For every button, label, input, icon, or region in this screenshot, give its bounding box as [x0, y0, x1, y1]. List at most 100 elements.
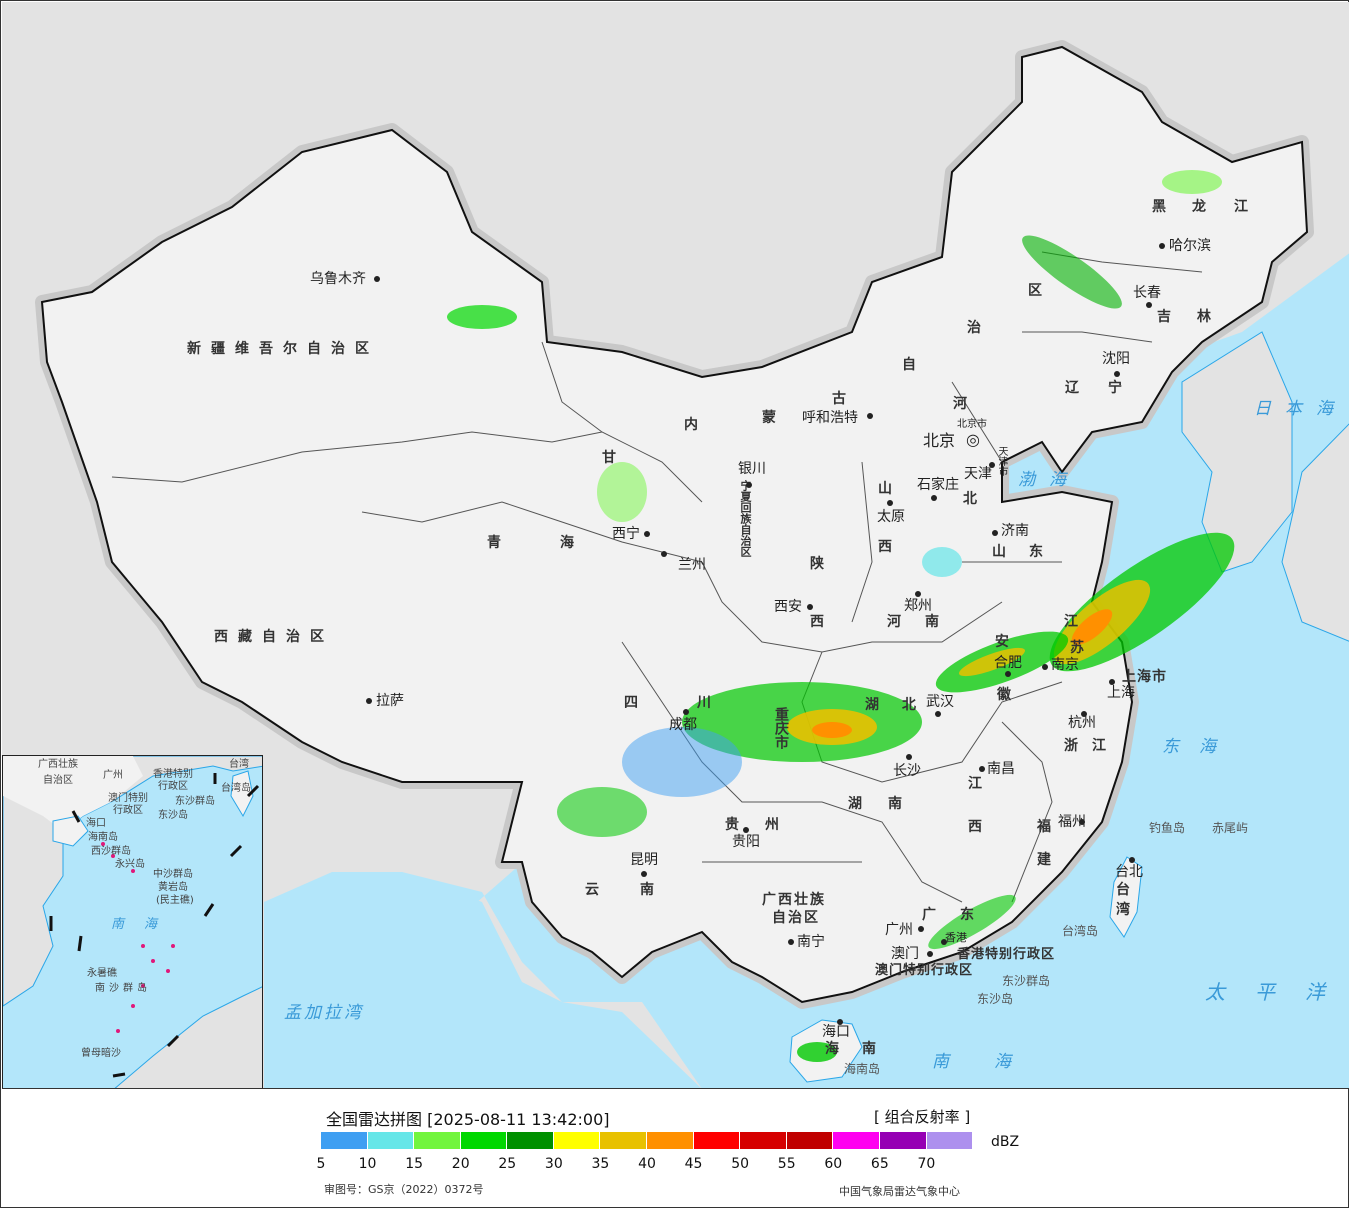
province-label: 浙 — [1064, 738, 1078, 754]
city-label[interactable]: 银川 — [738, 461, 766, 477]
color-swatch — [879, 1132, 927, 1149]
city-label[interactable]: 南宁 — [797, 934, 825, 950]
city-dot — [989, 462, 995, 468]
city-dot — [788, 939, 794, 945]
city-label[interactable]: 太原 — [877, 509, 905, 525]
city-dot — [1005, 671, 1011, 677]
tick-label: 55 — [777, 1156, 796, 1172]
province-label: 四 — [624, 695, 638, 711]
city-label[interactable]: 长沙 — [893, 763, 921, 779]
city-label[interactable]: 石家庄 — [917, 477, 959, 493]
province-label: 上海市 — [1122, 669, 1167, 685]
city-label[interactable]: 武汉 — [926, 694, 954, 710]
province-label: 自治区 — [772, 910, 820, 926]
city-label[interactable]: 澳门 — [891, 946, 919, 962]
city-label[interactable]: 呼和浩特 — [802, 410, 858, 426]
tick-label: 20 — [451, 1156, 470, 1172]
island-label: 海南岛 — [844, 1062, 881, 1076]
province-label: 南 — [925, 614, 939, 630]
city-label[interactable]: 天津市 — [996, 446, 1007, 476]
city-label[interactable]: 福州 — [1058, 814, 1086, 830]
radar-echoes — [447, 170, 1235, 1062]
inset-label: 南沙群岛 — [95, 983, 151, 994]
tick-label: 45 — [684, 1156, 703, 1172]
province-label: 龙 — [1192, 199, 1206, 215]
city-dot — [887, 500, 893, 506]
city-dot — [683, 709, 689, 715]
city-label[interactable]: 杭州 — [1068, 715, 1096, 731]
province-label: 南 — [888, 796, 902, 812]
city-label[interactable]: 北京 — [923, 431, 956, 450]
city-label[interactable]: 昆明 — [630, 852, 658, 868]
city-label[interactable]: 广州 — [885, 922, 913, 938]
city-label[interactable]: 香港 — [945, 931, 967, 944]
city-label[interactable]: 兰州 — [678, 557, 706, 573]
city-label[interactable]: 南京 — [1051, 657, 1079, 673]
province-label: 区 — [1028, 283, 1042, 299]
city-label[interactable]: 合肥 — [994, 655, 1022, 671]
city-dot — [366, 698, 372, 704]
province-label: 西 — [878, 539, 892, 555]
color-swatch — [740, 1132, 787, 1149]
china-land — [40, 45, 1309, 1004]
province-label: 河 — [953, 396, 967, 412]
city-dot — [746, 482, 752, 488]
city-label[interactable]: 海口 — [822, 1024, 850, 1040]
province-label: 黑 — [1152, 199, 1166, 215]
city-label[interactable]: 郑州 — [904, 598, 932, 614]
city-dot — [837, 1019, 843, 1025]
province-label: 宁夏回族自治区 — [739, 480, 752, 557]
city-label[interactable]: 成都 — [669, 717, 697, 733]
city-label[interactable]: 长春 — [1133, 285, 1161, 301]
color-swatch — [507, 1132, 554, 1149]
city-label[interactable]: 天津 — [964, 466, 992, 482]
tick-label: 40 — [638, 1156, 656, 1172]
city-label[interactable]: 哈尔滨 — [1169, 238, 1211, 254]
province-label: 东 — [960, 907, 974, 923]
city-label[interactable]: 拉萨 — [376, 693, 404, 709]
inset-label: 东沙岛 — [158, 810, 188, 821]
inset-label: 海口 — [86, 818, 106, 829]
province-label: 广 — [922, 907, 936, 923]
city-dot — [1129, 857, 1135, 863]
tick-label: 15 — [405, 1156, 424, 1172]
island-label: 赤尾屿 — [1212, 821, 1249, 835]
inset-label: 海南岛 — [88, 832, 118, 843]
city-dot — [931, 495, 937, 501]
city-label[interactable]: 北京市 — [957, 419, 987, 430]
radar-map[interactable]: 新疆维吾尔自治区 西藏自治区 青 海 甘 内 蒙 古 自 治 区 黑 龙 江 吉… — [2, 2, 1349, 1089]
city-label[interactable]: 沈阳 — [1102, 351, 1130, 367]
province-label: 湾 — [1116, 902, 1130, 918]
city-dot — [641, 871, 647, 877]
city-label[interactable]: 西宁 — [612, 526, 640, 542]
province-label: 苏 — [1070, 640, 1084, 656]
province-label: 州 — [765, 817, 779, 833]
korea-land — [1181, 331, 1293, 573]
city-dot — [807, 604, 813, 610]
city-label[interactable]: 贵阳 — [732, 834, 760, 850]
city-label[interactable]: 台北 — [1115, 864, 1143, 880]
province-label: 湖 — [865, 697, 879, 713]
city-label[interactable]: 济南 — [1001, 523, 1029, 539]
organization-credit: 中国气象局雷达气象中心 — [839, 1185, 960, 1198]
inset-label: 澳门特别 — [108, 793, 148, 804]
tick-label: 60 — [824, 1156, 843, 1172]
city-label[interactable]: 上海 — [1107, 685, 1135, 701]
city-dot — [1146, 302, 1152, 308]
city-label[interactable]: 南昌 — [987, 761, 1015, 777]
tick-label: 50 — [731, 1156, 750, 1172]
city-dot — [1081, 711, 1087, 717]
inset-label: 行政区 — [158, 781, 188, 792]
province-label: 广西壮族 — [762, 892, 826, 908]
province-label: 安 — [995, 634, 1009, 650]
province-label: 辽 — [1065, 380, 1079, 396]
island-label: 东沙岛 — [977, 992, 1014, 1006]
province-label: 南 — [862, 1041, 876, 1057]
city-label[interactable]: 乌鲁木齐 — [310, 271, 366, 287]
island-label: 东沙群岛 — [1002, 974, 1051, 988]
province-label: 吉 — [1157, 309, 1171, 325]
city-dot — [979, 766, 985, 772]
province-label: 澳门特别行政区 — [875, 963, 974, 978]
city-label[interactable]: 西安 — [774, 599, 802, 615]
